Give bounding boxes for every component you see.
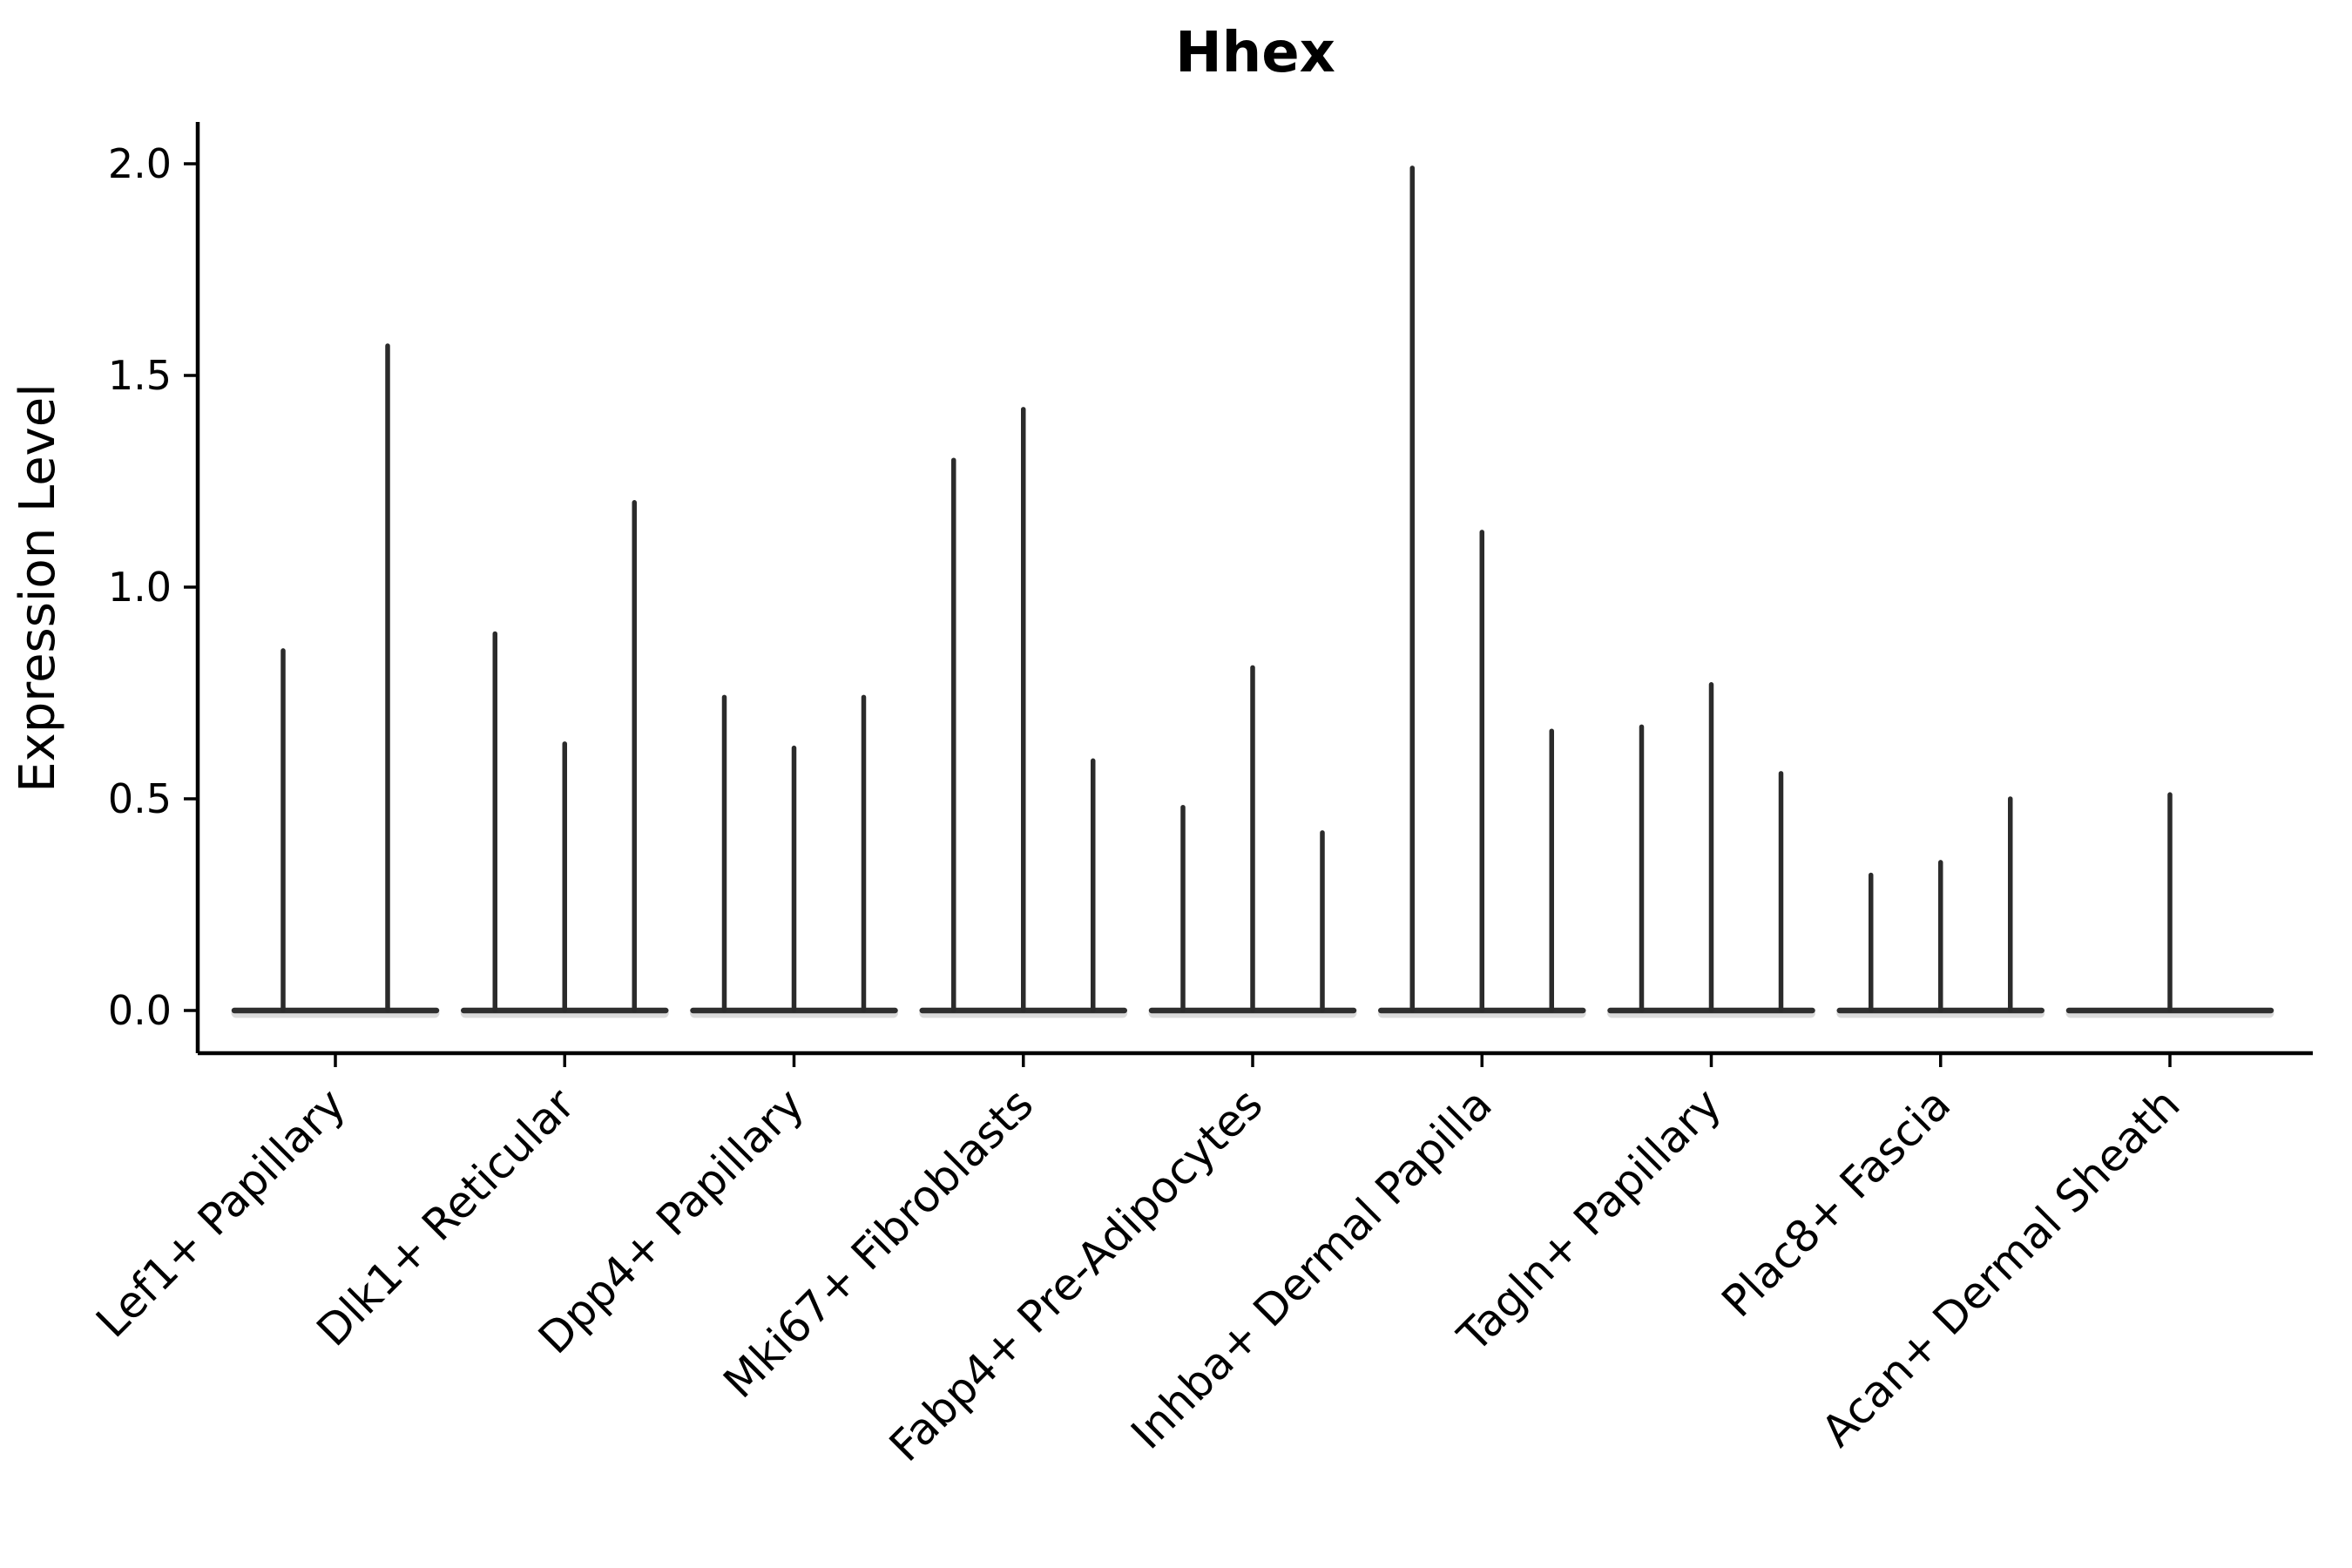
x-tick-label: Lef1+ Papillary <box>86 1078 355 1347</box>
y-axis-ticks: 0.0 0.5 1.0 1.5 2.0 <box>108 140 198 1034</box>
violins <box>231 166 2274 1018</box>
violin-group <box>231 343 440 1018</box>
violin-group <box>1377 166 1586 1018</box>
y-tick-label: 0.5 <box>108 775 172 822</box>
violin-group <box>1836 796 2045 1018</box>
violin-group <box>1607 682 1815 1018</box>
y-tick-label: 1.5 <box>108 352 172 399</box>
violin-group <box>2065 792 2274 1018</box>
violin-group <box>1148 665 1357 1018</box>
violin-group <box>690 694 898 1018</box>
y-tick-label: 2.0 <box>108 140 172 187</box>
y-axis-label: Expression Level <box>10 383 66 793</box>
x-tick-label: Plac8+ Fascia <box>1713 1078 1961 1327</box>
violin-group <box>460 500 669 1018</box>
y-tick-label: 0.0 <box>108 987 172 1034</box>
x-tick-label: Fabp4+ Pre-Adipocytes <box>880 1078 1273 1471</box>
violin-group <box>919 407 1128 1018</box>
chart-title: Hhex <box>1175 21 1335 85</box>
y-tick-label: 1.0 <box>108 564 172 611</box>
